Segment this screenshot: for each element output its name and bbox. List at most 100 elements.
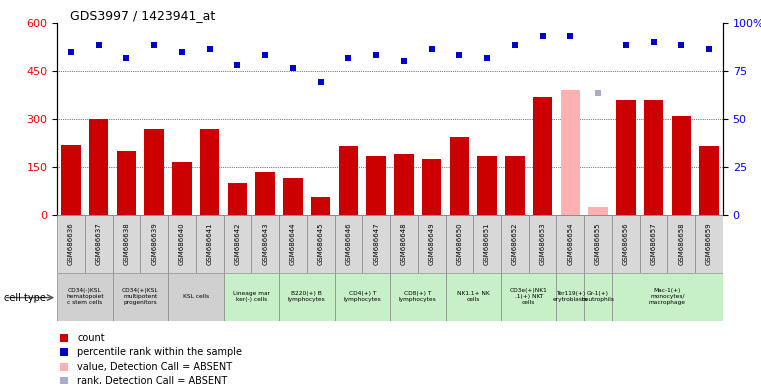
Text: GSM686652: GSM686652: [512, 223, 518, 265]
Text: GSM686653: GSM686653: [540, 222, 546, 265]
Bar: [699, 146, 719, 215]
Text: GSM686644: GSM686644: [290, 223, 296, 265]
Text: Gr-1(+)
neutrophils: Gr-1(+) neutrophils: [581, 291, 615, 302]
Text: GDS3997 / 1423941_at: GDS3997 / 1423941_at: [70, 9, 215, 22]
Bar: [57, 215, 84, 273]
Text: GSM686646: GSM686646: [345, 222, 352, 265]
Text: GSM686658: GSM686658: [678, 222, 684, 265]
Text: GSM686651: GSM686651: [484, 222, 490, 265]
Bar: [311, 197, 330, 215]
Text: GSM686643: GSM686643: [262, 222, 268, 265]
Text: CD8(+) T
lymphocytes: CD8(+) T lymphocytes: [399, 291, 437, 302]
Bar: [612, 215, 640, 273]
Bar: [696, 215, 723, 273]
Bar: [168, 215, 196, 273]
Bar: [113, 273, 168, 321]
Text: value, Detection Call = ABSENT: value, Detection Call = ABSENT: [77, 362, 232, 372]
Text: Ter119(+)
erytroblasts: Ter119(+) erytroblasts: [552, 291, 588, 302]
Bar: [307, 215, 335, 273]
Bar: [367, 156, 386, 215]
Bar: [335, 215, 362, 273]
Bar: [445, 273, 501, 321]
Bar: [418, 215, 445, 273]
Bar: [61, 145, 81, 215]
Bar: [362, 215, 390, 273]
Text: GSM686636: GSM686636: [68, 222, 74, 265]
Bar: [390, 215, 418, 273]
Bar: [584, 215, 612, 273]
Text: CD3e(+)NK1
.1(+) NKT
cells: CD3e(+)NK1 .1(+) NKT cells: [510, 288, 548, 305]
Text: GSM686637: GSM686637: [96, 222, 102, 265]
Bar: [672, 116, 691, 215]
Bar: [200, 129, 219, 215]
Bar: [616, 100, 635, 215]
Bar: [667, 215, 696, 273]
Text: GSM686648: GSM686648: [401, 222, 407, 265]
Bar: [57, 273, 113, 321]
Text: GSM686639: GSM686639: [151, 222, 158, 265]
Bar: [335, 273, 390, 321]
Bar: [529, 215, 556, 273]
Text: CD4(+) T
lymphocytes: CD4(+) T lymphocytes: [343, 291, 381, 302]
Bar: [140, 215, 168, 273]
Bar: [390, 273, 445, 321]
Bar: [228, 183, 247, 215]
Text: GSM686656: GSM686656: [622, 222, 629, 265]
Bar: [556, 273, 584, 321]
Text: GSM686655: GSM686655: [595, 223, 601, 265]
Bar: [450, 137, 469, 215]
Bar: [588, 207, 608, 215]
Bar: [116, 151, 136, 215]
Bar: [224, 215, 251, 273]
Bar: [533, 97, 552, 215]
Text: GSM686640: GSM686640: [179, 222, 185, 265]
Text: GSM686650: GSM686650: [457, 222, 463, 265]
Bar: [339, 146, 358, 215]
Bar: [279, 215, 307, 273]
Bar: [473, 215, 501, 273]
Text: cell type: cell type: [4, 293, 46, 303]
Text: GSM686647: GSM686647: [373, 222, 379, 265]
Text: GSM686657: GSM686657: [651, 222, 657, 265]
Text: GSM686659: GSM686659: [706, 222, 712, 265]
Bar: [501, 215, 529, 273]
Bar: [279, 273, 335, 321]
Bar: [168, 273, 224, 321]
Text: percentile rank within the sample: percentile rank within the sample: [77, 347, 242, 358]
Bar: [445, 215, 473, 273]
Bar: [561, 90, 580, 215]
Bar: [612, 273, 723, 321]
Text: GSM686649: GSM686649: [428, 222, 435, 265]
Bar: [113, 215, 140, 273]
Bar: [251, 215, 279, 273]
Text: CD34(+)KSL
multipotent
progenitors: CD34(+)KSL multipotent progenitors: [122, 288, 158, 305]
Bar: [640, 215, 667, 273]
Text: GSM686654: GSM686654: [568, 223, 573, 265]
Text: GSM686641: GSM686641: [207, 222, 212, 265]
Bar: [505, 156, 524, 215]
Bar: [84, 215, 113, 273]
Text: Mac-1(+)
monocytes/
macrophage: Mac-1(+) monocytes/ macrophage: [649, 288, 686, 305]
Text: count: count: [77, 333, 105, 343]
Bar: [196, 215, 224, 273]
Bar: [145, 129, 164, 215]
Bar: [89, 119, 108, 215]
Bar: [644, 100, 664, 215]
Bar: [172, 162, 192, 215]
Bar: [477, 156, 497, 215]
Text: NK1.1+ NK
cells: NK1.1+ NK cells: [457, 291, 489, 302]
Bar: [394, 154, 413, 215]
Text: KSL cells: KSL cells: [183, 294, 209, 299]
Text: GSM686645: GSM686645: [317, 223, 323, 265]
Bar: [224, 273, 279, 321]
Bar: [501, 273, 556, 321]
Bar: [556, 215, 584, 273]
Text: GSM686642: GSM686642: [234, 223, 240, 265]
Text: CD34(-)KSL
hematopoiet
c stem cells: CD34(-)KSL hematopoiet c stem cells: [66, 288, 103, 305]
Text: GSM686638: GSM686638: [123, 222, 129, 265]
Bar: [584, 273, 612, 321]
Bar: [422, 159, 441, 215]
Text: Lineage mar
ker(-) cells: Lineage mar ker(-) cells: [233, 291, 270, 302]
Text: B220(+) B
lymphocytes: B220(+) B lymphocytes: [288, 291, 326, 302]
Bar: [283, 178, 303, 215]
